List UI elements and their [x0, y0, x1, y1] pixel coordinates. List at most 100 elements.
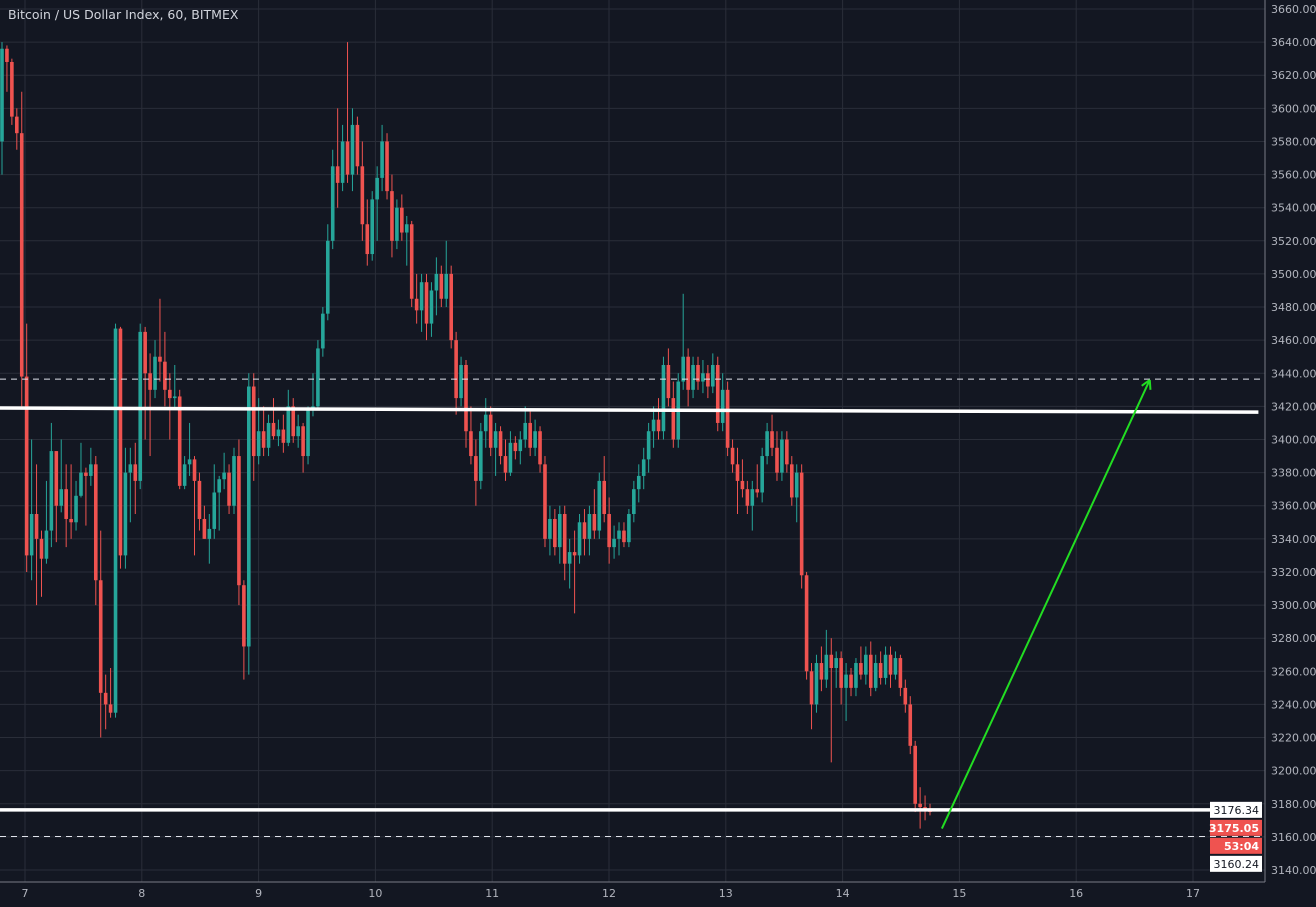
- candle: [469, 406, 473, 465]
- candle: [592, 489, 597, 539]
- candle: [128, 447, 133, 523]
- candle: [207, 514, 212, 564]
- candle-body: [538, 431, 542, 465]
- candle-body: [898, 658, 903, 688]
- candle: [518, 431, 523, 465]
- candle: [237, 439, 241, 606]
- candle-body: [607, 514, 611, 548]
- candle: [390, 174, 394, 258]
- candle: [113, 323, 118, 718]
- candle-body: [557, 514, 562, 548]
- candle: [335, 108, 340, 208]
- candle-body: [696, 364, 700, 382]
- candle-body: [74, 495, 78, 523]
- candle-body: [89, 464, 93, 476]
- candle: [0, 42, 4, 175]
- candle-body: [276, 429, 281, 437]
- candle-body: [59, 489, 64, 506]
- candle-body: [321, 313, 325, 349]
- candle-body: [118, 328, 123, 556]
- candle-body: [123, 472, 128, 556]
- price-label-box: [1210, 819, 1262, 836]
- candle: [844, 663, 848, 721]
- candle: [854, 658, 858, 697]
- candle-body: [622, 530, 626, 543]
- candle: [859, 646, 863, 680]
- candle: [651, 406, 656, 448]
- x-tick-label: 12: [602, 887, 616, 900]
- candle: [247, 373, 251, 675]
- candle: [251, 373, 256, 481]
- candle: [903, 679, 908, 713]
- candle-body: [646, 431, 651, 460]
- candle: [266, 414, 271, 457]
- y-tick-label: 3620.00: [1271, 69, 1316, 82]
- candle: [557, 505, 562, 564]
- candle-body: [765, 431, 769, 457]
- candle-body: [365, 224, 370, 255]
- y-tick-label: 3380.00: [1271, 467, 1316, 480]
- candle: [834, 651, 839, 688]
- candle-body: [454, 340, 458, 399]
- candle: [607, 497, 611, 564]
- candle: [177, 389, 182, 490]
- candle-body: [271, 422, 276, 437]
- candle: [715, 356, 720, 432]
- candle-body: [291, 406, 296, 437]
- candle: [429, 282, 434, 337]
- candle: [913, 740, 917, 813]
- candle: [98, 530, 103, 738]
- candle: [138, 323, 143, 490]
- candle: [691, 356, 695, 399]
- candle-body: [414, 298, 419, 311]
- candle-body: [400, 207, 404, 233]
- candle: [474, 439, 478, 506]
- candle-body: [153, 356, 157, 390]
- y-tick-label: 3180.00: [1271, 798, 1316, 811]
- price-label: 3176.34: [1214, 804, 1260, 817]
- candle: [409, 220, 414, 308]
- candle: [108, 667, 113, 718]
- candle-body: [587, 514, 592, 539]
- candle: [745, 480, 750, 515]
- candle: [330, 149, 335, 250]
- candle-body: [212, 492, 217, 529]
- candle-body: [177, 396, 182, 486]
- candle: [19, 91, 24, 407]
- candle-body: [232, 456, 236, 506]
- candle: [321, 307, 325, 357]
- candle: [760, 447, 764, 503]
- candle-body: [770, 431, 774, 448]
- candle-body: [370, 199, 375, 255]
- candle-body: [29, 514, 34, 556]
- candle: [419, 273, 424, 332]
- candle-body: [217, 479, 221, 493]
- candle: [829, 638, 834, 763]
- candle: [153, 340, 157, 399]
- candle: [296, 414, 300, 448]
- candle-body: [464, 364, 468, 432]
- candle: [888, 646, 893, 688]
- candle: [350, 108, 355, 192]
- candle-body: [592, 514, 597, 531]
- candle-body: [488, 414, 493, 448]
- candle-body: [908, 704, 913, 746]
- candle-body: [227, 472, 231, 506]
- candle-body: [395, 207, 399, 241]
- candle-body: [735, 464, 740, 481]
- y-tick-label: 3640.00: [1271, 36, 1316, 49]
- candle-body: [671, 398, 676, 440]
- candle: [414, 273, 419, 324]
- y-tick-label: 3300.00: [1271, 599, 1316, 612]
- candle: [5, 45, 9, 92]
- candle-body: [804, 575, 809, 672]
- drawings[interactable]: [0, 378, 1265, 837]
- candle-body: [839, 658, 843, 688]
- candle: [523, 406, 528, 448]
- candle-body: [548, 518, 552, 539]
- candle-body: [419, 282, 424, 311]
- candle: [325, 224, 330, 321]
- candle-body: [493, 431, 498, 448]
